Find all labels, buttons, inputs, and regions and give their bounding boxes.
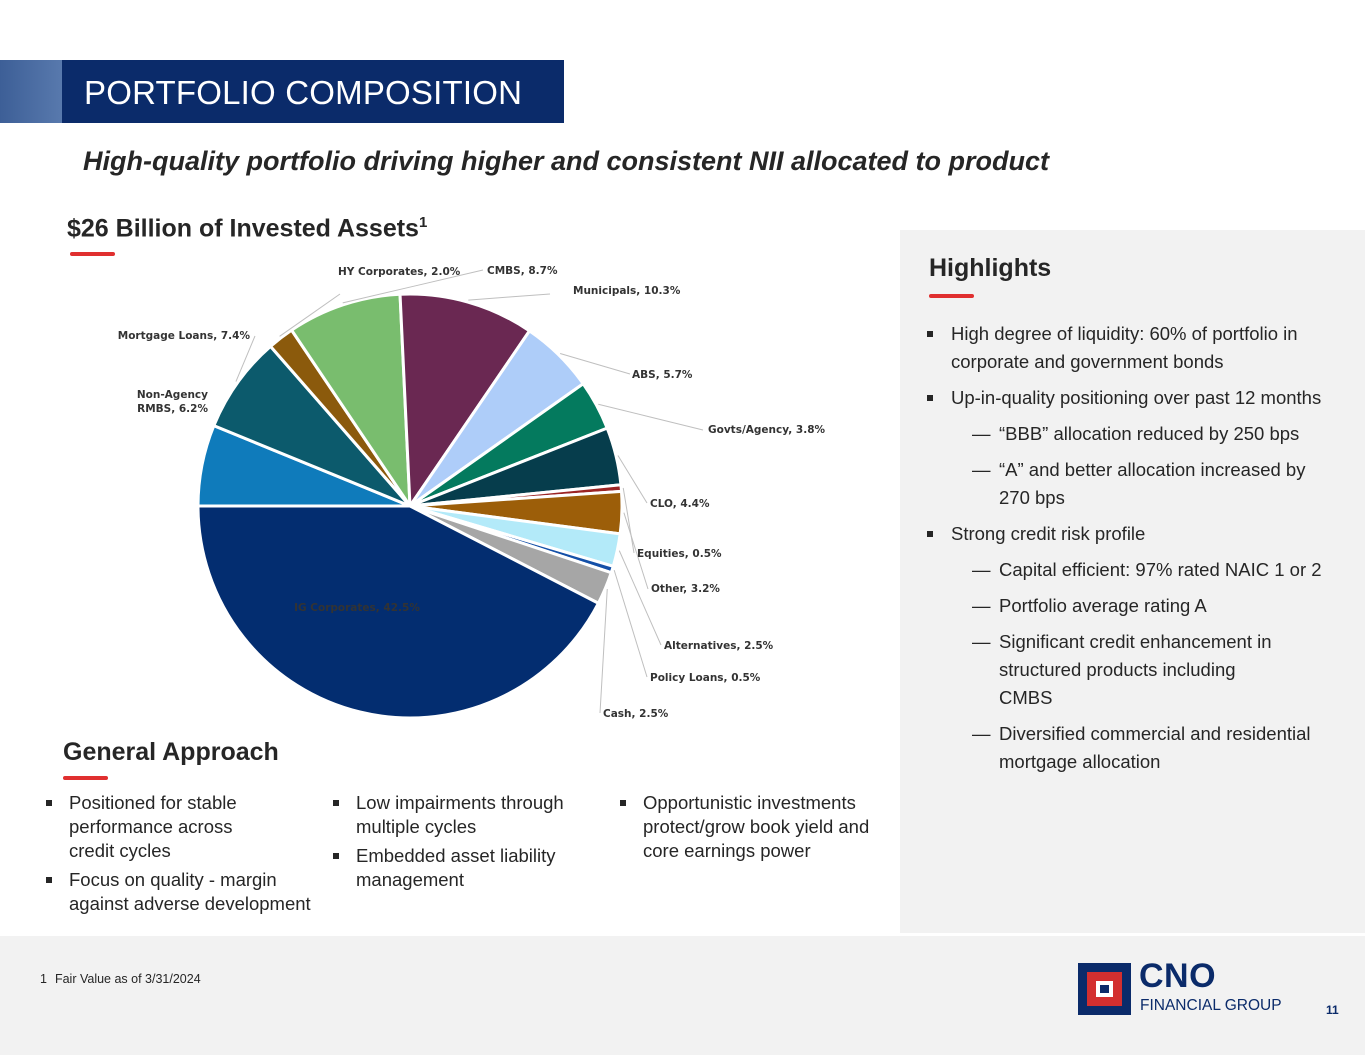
highlight-bullet: Strong credit risk profile (924, 520, 1364, 548)
approach-column-3: Opportunistic investments protect/grow b… (618, 791, 893, 868)
portfolio-pie-chart: Non-Agency RMBS, 6.2% Mortgage Loans, 7.4%… (118, 265, 826, 720)
pie-leader-lines (235, 269, 704, 714)
invested-assets-heading-text: $26 Billion of Invested Assets (67, 214, 419, 243)
title-bar: PORTFOLIO COMPOSITION (62, 60, 564, 123)
highlight-bullet: Up-in-quality positioning over past 12 m… (924, 384, 1364, 412)
pie-label-alternatives: Alternatives, 2.5% (664, 640, 774, 652)
highlight-sub-bullet: “BBB” allocation reduced by 250 bps (924, 420, 1364, 448)
pie-leader-line (598, 403, 704, 431)
pie-leader-line (618, 550, 662, 646)
pie-label-municipals: Municipals, 10.3% (573, 285, 681, 297)
highlights-underline (929, 294, 974, 298)
pie-label-policy-loans: Policy Loans, 0.5% (650, 672, 761, 684)
highlight-sub-bullet: Diversified commercial and residential m… (924, 720, 1364, 776)
pie-slices (196, 292, 624, 720)
pie-leader-line (617, 455, 648, 504)
general-approach-heading: General Approach (63, 738, 279, 766)
highlight-sub-bullet: Portfolio average rating A (924, 592, 1364, 620)
pie-leader-line (279, 293, 341, 337)
pie-label-clo: CLO, 4.4% (650, 498, 710, 510)
page-subtitle: High-quality portfolio driving higher an… (83, 146, 1050, 176)
pie-label-cash: Cash, 2.5% (603, 708, 669, 720)
pie-leader-line (342, 269, 484, 304)
title-accent-block (0, 60, 62, 123)
pie-leader-line (622, 487, 635, 554)
pie-label-mortgage-loans: Mortgage Loans, 7.4% (118, 330, 251, 342)
pie-slice-ig-corporates (196, 504, 600, 720)
highlight-sub-bullet: Capital efficient: 97% rated NAIC 1 or 2 (924, 556, 1364, 584)
approach-bullet: Positioned for stable performance across… (44, 791, 269, 863)
highlight-bullet: High degree of liquidity: 60% of portfol… (924, 320, 1311, 376)
approach-bullet: Low impairments through multiple cycles (331, 791, 586, 839)
pie-label-non-agency-rmbs: Non-Agency RMBS, 6.2% (137, 389, 209, 415)
logo-name: CNO (1139, 957, 1217, 995)
approach-column-1: Positioned for stable performance across… (44, 791, 334, 921)
assets-heading-underline (70, 252, 115, 256)
pie-leader-line (599, 588, 608, 714)
highlights-list: High degree of liquidity: 60% of portfol… (924, 320, 1364, 784)
footnote-ref: 1 (418, 214, 428, 231)
pie-slice-cmbs (290, 292, 412, 508)
highlights-panel: Highlights High degree of liquidity: 60%… (900, 230, 1365, 933)
highlight-sub-bullet: Significant credit enhancement in struct… (924, 628, 1279, 712)
pie-leader-line (623, 512, 649, 590)
pie-leader-line (613, 569, 648, 678)
pie-labels: Non-Agency RMBS, 6.2% Mortgage Loans, 7.4%… (118, 265, 826, 720)
logo-tagline: FINANCIAL GROUP (1140, 997, 1282, 1014)
footnote-text: Fair Value as of 3/31/2024 (54, 972, 201, 986)
pie-label-cmbs: CMBS, 8.7% (487, 265, 558, 277)
cno-logo: CNO FINANCIAL GROUP (1078, 957, 1288, 1019)
pie-label-ig-corporates: IG Corporates, 42.5% (294, 602, 420, 614)
footnote-number: 1 (40, 972, 47, 986)
pie-slice-municipals (398, 292, 532, 508)
pie-leader-line (468, 293, 551, 301)
approach-bullet: Opportunistic investments protect/grow b… (618, 791, 893, 863)
pie-label-hy-corporates: HY Corporates, 2.0% (338, 266, 461, 278)
pie-leader-line (559, 353, 631, 375)
approach-bullet: Embedded asset liability management (331, 844, 586, 892)
approach-heading-underline (63, 776, 108, 780)
cno-logo-mark-icon (1078, 963, 1131, 1015)
page-number: 11 (1326, 1003, 1339, 1017)
pie-label-govts-agency: Govts/Agency, 3.8% (708, 424, 826, 436)
approach-column-2: Low impairments through multiple cycles … (331, 791, 586, 897)
pie-label-abs: ABS, 5.7% (632, 369, 693, 381)
invested-assets-heading: $26 Billion of Invested Assets1 (67, 214, 427, 243)
approach-bullet: Focus on quality - margin against advers… (44, 868, 334, 916)
footer: 1 Fair Value as of 3/31/2024 CNO FINANCIA… (0, 936, 1365, 1055)
pie-label-other: Other, 3.2% (651, 583, 720, 595)
footnote: 1 Fair Value as of 3/31/2024 (40, 972, 201, 986)
highlight-sub-bullet: “A” and better allocation increased by 2… (924, 456, 1339, 512)
pie-label-equities: Equities, 0.5% (637, 548, 722, 560)
pie-leader-line (235, 335, 256, 382)
highlights-title: Highlights (929, 254, 1052, 282)
pie-slice-mortgage-loans (212, 344, 412, 508)
page-title: PORTFOLIO COMPOSITION (84, 74, 523, 111)
